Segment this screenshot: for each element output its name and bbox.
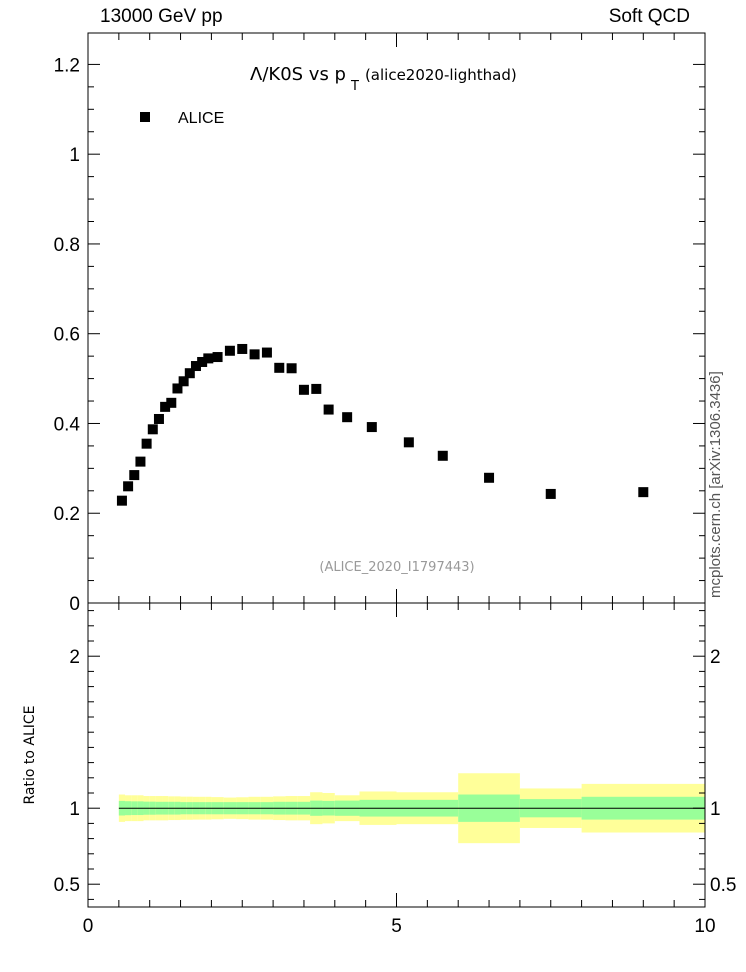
data-point: [323, 404, 334, 415]
title-lambda: Λ: [250, 64, 263, 85]
ratio-y-tick-label-right: 2: [710, 647, 721, 668]
x-tick-label: 10: [694, 916, 715, 937]
ratio-y-tick-label-right: 1: [710, 799, 721, 820]
data-point: [261, 347, 272, 358]
data-point: [153, 413, 164, 424]
main-y-tick-label: 0.8: [54, 235, 80, 256]
header-energy: 13000 GeV pp: [100, 6, 223, 27]
title-main: /K0S vs p: [262, 64, 346, 85]
header-category: Soft QCD: [608, 6, 690, 27]
ratio-y-tick-label-left: 0.5: [54, 875, 80, 896]
data-point: [274, 362, 285, 373]
data-point: [166, 397, 177, 408]
data-point: [437, 450, 448, 461]
chart-title: Λ/K0S vs p T (alice2020-lighthad): [250, 64, 517, 94]
ratio-y-label: Ratio to ALICE: [22, 705, 38, 804]
x-tick-label: 5: [391, 916, 402, 937]
data-point: [311, 383, 322, 394]
data-point: [298, 384, 309, 395]
data-point: [190, 361, 201, 372]
data-point: [638, 487, 649, 498]
main-y-tick-label: 1: [69, 145, 80, 166]
data-point: [141, 438, 152, 449]
data-point: [172, 383, 183, 394]
data-point: [249, 349, 260, 360]
data-point: [366, 422, 377, 433]
analysis-id: (ALICE_2020_I1797443): [319, 560, 474, 575]
ratio-y-tick-label-left: 1: [69, 799, 80, 820]
legend-marker: [140, 112, 150, 122]
data-points: [116, 343, 649, 506]
main-y-tick-label: 0.4: [54, 414, 81, 435]
data-point: [203, 353, 214, 364]
data-point: [342, 412, 353, 423]
data-point: [123, 481, 134, 492]
axis-ticks: [87, 33, 706, 907]
data-point: [545, 488, 556, 499]
data-point: [178, 376, 189, 387]
title-tag: (alice2020-lighthad): [365, 66, 517, 84]
data-point: [135, 456, 146, 467]
data-point: [129, 470, 140, 481]
data-point: [286, 363, 297, 374]
data-point: [403, 437, 414, 448]
main-y-tick-label: 0.2: [54, 504, 80, 525]
ratio-panel-frame: [87, 602, 706, 908]
main-y-tick-label: 0: [69, 594, 80, 615]
data-point: [224, 345, 235, 356]
legend-label: ALICE: [178, 110, 224, 127]
title-subscript: T: [350, 79, 359, 94]
ratio-y-tick-label-right: 0.5: [710, 875, 736, 896]
x-tick-label: 0: [83, 916, 94, 937]
main-y-tick-label: 1.2: [54, 55, 80, 76]
data-point: [116, 495, 127, 506]
data-point: [147, 424, 158, 435]
data-point: [484, 472, 495, 483]
data-point: [212, 352, 223, 363]
data-point: [160, 401, 171, 412]
data-point: [197, 356, 208, 367]
ratio-y-tick-label-left: 2: [69, 647, 80, 668]
data-point: [184, 368, 195, 379]
main-y-tick-label: 0.6: [54, 325, 80, 346]
data-point: [237, 343, 248, 354]
tick-labels: 0 0.2 0.4 0.6 0.8 1 1.2 0.5 0.5 1 1 2 2 0 5 10: [54, 55, 737, 937]
